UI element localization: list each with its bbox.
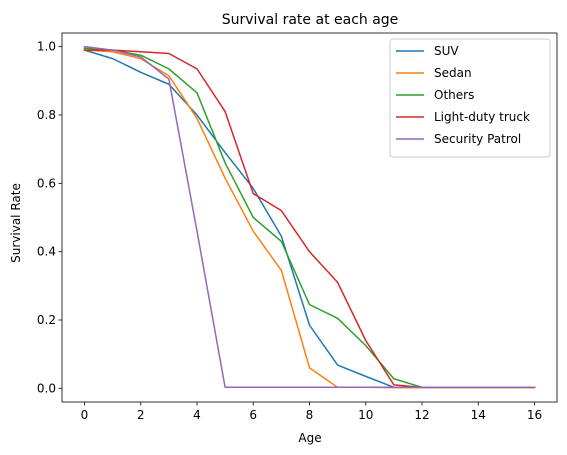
x-tick-label: 6 xyxy=(249,408,257,422)
y-tick-label: 1.0 xyxy=(37,40,56,54)
y-tick-label: 0.6 xyxy=(37,176,56,190)
y-tick-label: 0.2 xyxy=(37,313,56,327)
y-tick-label: 0.4 xyxy=(37,245,56,259)
y-tick-label: 0.0 xyxy=(37,381,56,395)
y-axis-label: Survival Rate xyxy=(9,183,23,263)
x-tick-label: 16 xyxy=(527,408,542,422)
legend-label-1: Sedan xyxy=(434,66,472,80)
x-tick-label: 4 xyxy=(193,408,201,422)
legend-label-3: Light-duty truck xyxy=(434,110,530,124)
y-tick-label: 0.8 xyxy=(37,108,56,122)
legend: SUV Sedan Others Light-duty truck Security P… xyxy=(389,38,551,158)
x-tick-label: 0 xyxy=(81,408,89,422)
x-axis-label: Age xyxy=(298,431,321,445)
legend-label-2: Others xyxy=(434,88,474,102)
x-tick-label: 10 xyxy=(358,408,373,422)
x-tick-label: 14 xyxy=(471,408,486,422)
series-line-4 xyxy=(83,45,536,389)
axes: 0 2 4 6 8 10 12 14 16 0.0 0.2 0.4 0.6 0.8 1.0 xyxy=(37,32,558,422)
x-tick-label: 12 xyxy=(414,408,429,422)
chart-title: Survival rate at each age xyxy=(222,12,399,28)
legend-box xyxy=(389,38,551,158)
x-tick-label: 8 xyxy=(306,408,314,422)
x-tick-label: 2 xyxy=(137,408,145,422)
legend-label-0: SUV xyxy=(434,44,459,58)
plot-lines xyxy=(83,45,536,389)
legend-label-4: Security Patrol xyxy=(434,132,521,146)
